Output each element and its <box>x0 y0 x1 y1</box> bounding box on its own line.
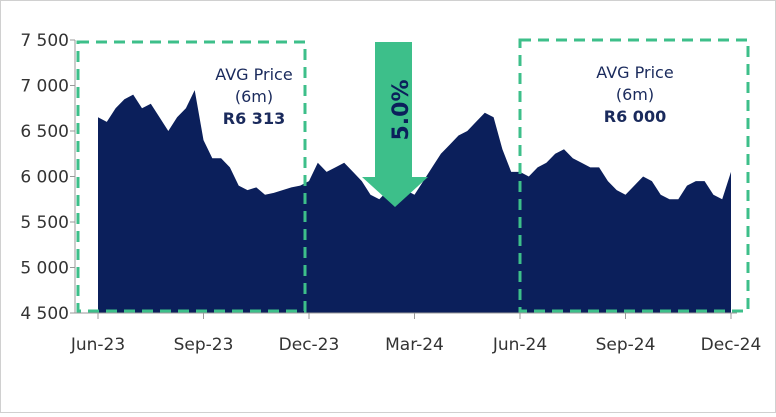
area <box>98 90 731 313</box>
y-tick-label: 7 500 <box>20 31 69 51</box>
period-box <box>76 40 307 313</box>
y-tick-label: 4 500 <box>20 304 69 324</box>
x-tick-label: Jun-23 <box>70 335 125 355</box>
period-box <box>518 38 750 313</box>
x-tick-label: Sep-23 <box>174 335 234 355</box>
annotation-text: AVG Price <box>596 63 673 82</box>
annotation-text: (6m) <box>616 85 654 104</box>
y-tick-label: 6 500 <box>20 122 69 142</box>
annotation-text: AVG Price <box>215 65 292 84</box>
x-tick-label: Dec-23 <box>279 335 340 355</box>
annotation-text: R6 313 <box>223 109 285 128</box>
y-tick-label: 5 000 <box>20 259 69 279</box>
change-label: 5.0% <box>389 79 414 140</box>
change-arrow <box>362 42 428 207</box>
x-tick-label: Dec-24 <box>701 335 762 355</box>
y-tick-label: 6 000 <box>20 168 69 188</box>
annotation-text: R6 000 <box>604 107 666 126</box>
y-tick-label: 5 500 <box>20 213 69 233</box>
x-tick-label: Jun-24 <box>492 335 547 355</box>
x-tick-label: Sep-24 <box>596 335 656 355</box>
annotation-text: (6m) <box>235 87 273 106</box>
y-tick-label: 7 000 <box>20 77 69 97</box>
x-tick-label: Mar-24 <box>385 335 444 355</box>
